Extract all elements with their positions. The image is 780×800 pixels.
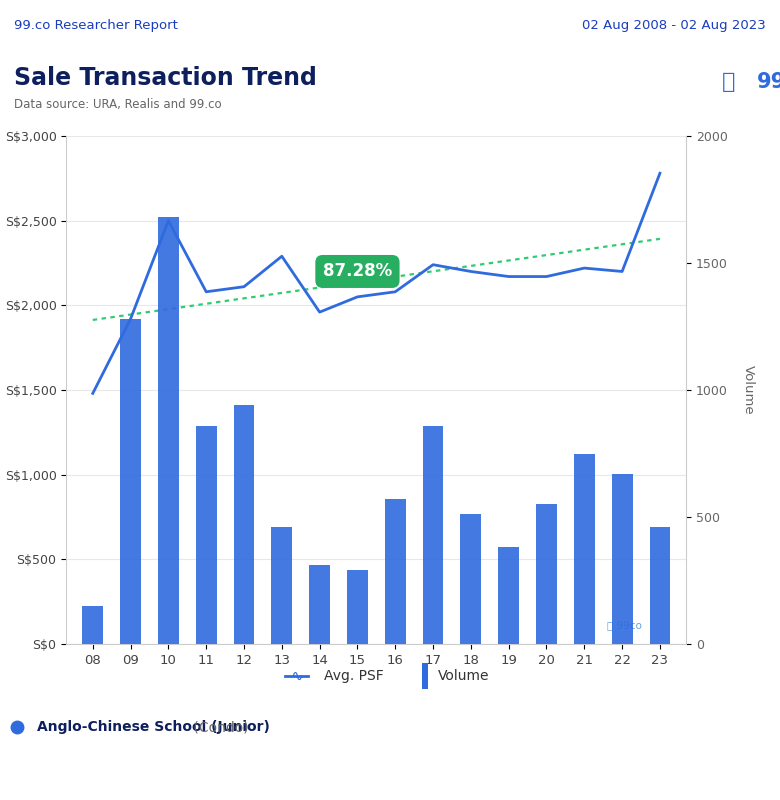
- Bar: [271, 527, 292, 644]
- Text: 99.co: 99.co: [757, 72, 780, 92]
- Bar: [574, 454, 594, 644]
- Text: Volume: Volume: [438, 669, 490, 683]
- Text: Sale Transaction Trend: Sale Transaction Trend: [14, 66, 317, 90]
- Text: Data source: URA, Realis and 99.co: Data source: URA, Realis and 99.co: [14, 98, 222, 111]
- Bar: [612, 474, 633, 644]
- Bar: [83, 606, 103, 644]
- Text: 02 Aug 2008 - 02 Aug 2023: 02 Aug 2008 - 02 Aug 2023: [582, 19, 766, 33]
- Bar: [120, 319, 141, 644]
- Bar: [498, 547, 519, 644]
- Bar: [385, 499, 406, 644]
- Bar: [196, 426, 217, 644]
- Bar: [347, 570, 368, 644]
- Bar: [158, 218, 179, 644]
- Text: Anglo-Chinese School (Junior): Anglo-Chinese School (Junior): [37, 720, 271, 734]
- Bar: [650, 527, 670, 644]
- Text: ∿: ∿: [290, 669, 303, 683]
- Bar: [536, 504, 557, 644]
- Text: Avg. PSF: Avg. PSF: [324, 669, 384, 683]
- Bar: [460, 514, 481, 644]
- Y-axis label: Volume: Volume: [742, 365, 755, 415]
- Bar: [422, 663, 428, 690]
- Bar: [309, 566, 330, 644]
- Bar: [234, 406, 254, 644]
- Text: 87.28%: 87.28%: [323, 262, 392, 281]
- Text: 99.co Researcher Report: 99.co Researcher Report: [14, 19, 178, 33]
- Text: 📍 99co: 📍 99co: [607, 621, 642, 630]
- Text: (Condo): (Condo): [189, 720, 249, 734]
- Text: 📍: 📍: [722, 72, 736, 92]
- Bar: [423, 426, 444, 644]
